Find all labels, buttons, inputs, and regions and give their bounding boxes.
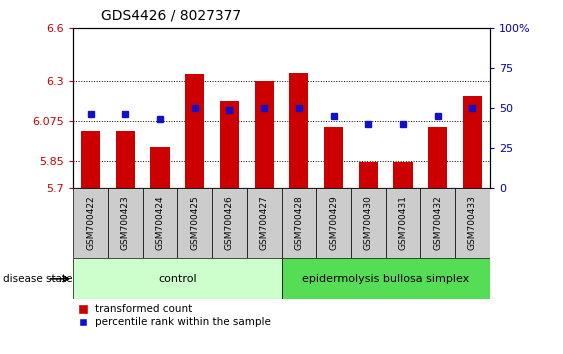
Text: GSM700428: GSM700428 xyxy=(294,196,303,250)
Bar xyxy=(289,73,309,188)
FancyBboxPatch shape xyxy=(455,188,490,258)
Text: epidermolysis bullosa simplex: epidermolysis bullosa simplex xyxy=(302,274,470,284)
Bar xyxy=(463,96,482,188)
Bar xyxy=(428,127,447,188)
Legend: transformed count, percentile rank within the sample: transformed count, percentile rank withi… xyxy=(78,304,271,327)
Bar xyxy=(81,131,100,188)
Bar xyxy=(324,127,343,188)
FancyBboxPatch shape xyxy=(421,188,455,258)
Bar xyxy=(254,81,274,188)
Text: GSM700430: GSM700430 xyxy=(364,195,373,251)
Text: GSM700423: GSM700423 xyxy=(121,196,129,250)
Text: GSM700426: GSM700426 xyxy=(225,196,234,250)
Bar xyxy=(220,101,239,188)
Text: GSM700424: GSM700424 xyxy=(155,196,164,250)
Bar xyxy=(185,74,204,188)
Text: GSM700429: GSM700429 xyxy=(329,196,338,250)
FancyBboxPatch shape xyxy=(282,188,316,258)
FancyBboxPatch shape xyxy=(108,188,142,258)
Bar xyxy=(359,162,378,188)
Text: control: control xyxy=(158,274,196,284)
Text: GSM700425: GSM700425 xyxy=(190,196,199,250)
Text: GSM700427: GSM700427 xyxy=(260,196,269,250)
FancyBboxPatch shape xyxy=(177,188,212,258)
FancyBboxPatch shape xyxy=(351,188,386,258)
Bar xyxy=(116,131,135,188)
Text: GSM700432: GSM700432 xyxy=(434,196,442,250)
FancyBboxPatch shape xyxy=(386,188,421,258)
Text: GSM700431: GSM700431 xyxy=(399,195,408,251)
FancyBboxPatch shape xyxy=(212,188,247,258)
Text: GSM700433: GSM700433 xyxy=(468,195,477,251)
Bar xyxy=(150,147,169,188)
FancyBboxPatch shape xyxy=(142,188,177,258)
FancyBboxPatch shape xyxy=(316,188,351,258)
Text: GSM700422: GSM700422 xyxy=(86,196,95,250)
FancyBboxPatch shape xyxy=(282,258,490,299)
FancyBboxPatch shape xyxy=(73,258,282,299)
Text: GDS4426 / 8027377: GDS4426 / 8027377 xyxy=(101,9,242,23)
Bar xyxy=(394,162,413,188)
Text: disease state: disease state xyxy=(3,274,72,284)
FancyBboxPatch shape xyxy=(73,188,108,258)
FancyBboxPatch shape xyxy=(247,188,282,258)
